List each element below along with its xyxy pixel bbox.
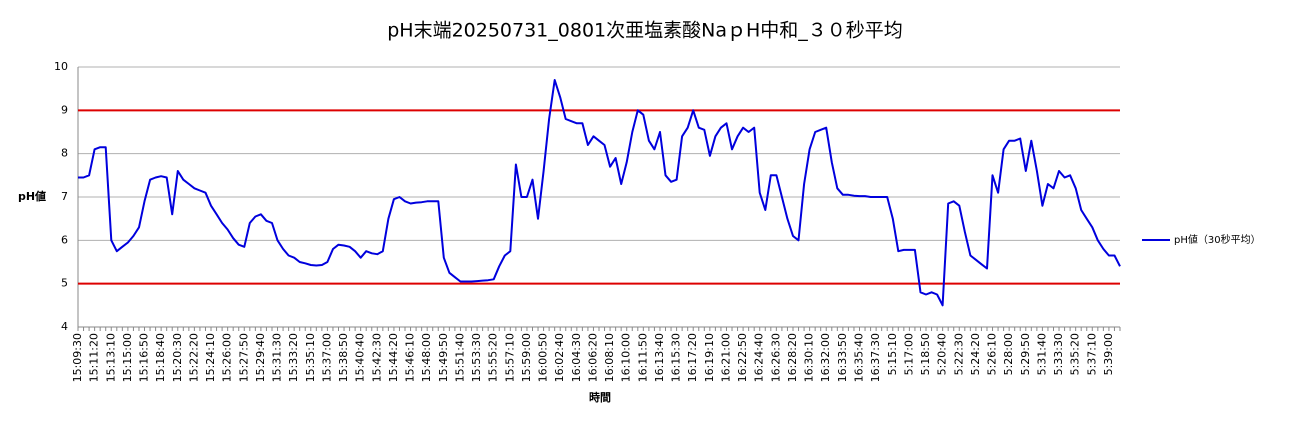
x-tick-label: 15:33:20	[287, 333, 300, 382]
y-tick-label: 5	[61, 277, 68, 290]
x-tick-label: 5:18:50	[919, 333, 932, 375]
x-tick-label: 15:44:20	[387, 333, 400, 382]
y-axis-label: pH値	[18, 189, 46, 203]
x-tick-label: 5:31:40	[1035, 333, 1048, 375]
x-tick-label: 5:35:20	[1069, 333, 1082, 375]
x-tick-label: 15:57:10	[503, 333, 516, 382]
x-tick-label: 15:13:10	[104, 333, 117, 382]
x-tick-label: 15:18:40	[154, 333, 167, 382]
x-tick-label: 15:49:50	[437, 333, 450, 382]
x-tick-label: 15:51:40	[453, 333, 466, 382]
x-tick-label: 5:29:50	[1019, 333, 1032, 375]
x-tick-label: 16:08:10	[603, 333, 616, 382]
x-tick-label: 15:55:20	[487, 333, 500, 382]
x-tick-label: 15:48:00	[420, 333, 433, 382]
x-tick-label: 16:00:50	[537, 333, 550, 382]
data-line	[78, 79, 1121, 307]
x-tick-label: 5:24:20	[969, 333, 982, 375]
x-tick-label: 16:06:20	[586, 333, 599, 382]
x-tick-label: 5:22:30	[952, 333, 965, 375]
x-tick-label: 15:53:30	[470, 333, 483, 382]
legend-label: pH値（30秒平均）	[1174, 233, 1261, 246]
x-tick-label: 16:17:20	[686, 333, 699, 382]
x-tick-label: 16:13:40	[653, 333, 666, 382]
x-tick-label: 16:37:30	[869, 333, 882, 382]
x-tick-label: 16:02:40	[553, 333, 566, 382]
x-tick-label: 16:04:30	[570, 333, 583, 382]
x-tick-label: 16:19:10	[703, 333, 716, 382]
x-tick-label: 16:32:00	[819, 333, 832, 382]
x-tick-label: 5:26:10	[986, 333, 999, 375]
x-tick-label: 16:24:40	[753, 333, 766, 382]
x-tick-label: 16:35:40	[853, 333, 866, 382]
x-tick-label: 5:17:00	[902, 333, 915, 375]
x-tick-label: 15:31:30	[271, 333, 284, 382]
x-tick-label: 15:37:00	[320, 333, 333, 382]
x-tick-label: 16:15:30	[670, 333, 683, 382]
x-tick-label: 5:15:10	[886, 333, 899, 375]
x-tick-label: 15:24:10	[204, 333, 217, 382]
x-tick-label: 15:22:20	[187, 333, 200, 382]
x-tick-label: 16:10:00	[620, 333, 633, 382]
y-tick-label: 9	[61, 103, 68, 116]
x-tick-label: 16:22:50	[736, 333, 749, 382]
x-tick-label: 16:21:00	[719, 333, 732, 382]
x-tick-label: 15:40:40	[354, 333, 367, 382]
x-tick-label: 15:16:50	[138, 333, 151, 382]
x-tick-label: 16:26:30	[769, 333, 782, 382]
x-tick-label: 15:59:00	[520, 333, 533, 382]
x-tick-label: 16:28:20	[786, 333, 799, 382]
y-tick-label: 8	[61, 147, 68, 160]
x-tick-label: 16:33:50	[836, 333, 849, 382]
x-tick-label: 5:39:00	[1102, 333, 1115, 375]
chart-title: pH末端20250731_0801次亜塩素酸NaｐH中和_３０秒平均	[387, 20, 903, 42]
x-tick-label: 16:30:10	[803, 333, 816, 382]
x-tick-label: 15:09:30	[71, 333, 84, 382]
x-tick-label: 15:20:30	[171, 333, 184, 382]
x-tick-label: 5:37:10	[1085, 333, 1098, 375]
y-tick-label: 6	[61, 233, 68, 246]
y-tick-label: 7	[61, 190, 68, 203]
x-tick-label: 15:35:10	[304, 333, 317, 382]
x-tick-label: 15:42:30	[370, 333, 383, 382]
x-tick-label: 15:38:50	[337, 333, 350, 382]
x-tick-label: 5:20:40	[936, 333, 949, 375]
x-tick-label: 5:28:00	[1002, 333, 1015, 375]
x-tick-label: 15:46:10	[404, 333, 417, 382]
x-tick-label: 15:27:50	[237, 333, 250, 382]
x-tick-label: 15:11:20	[88, 333, 101, 382]
y-tick-label: 10	[54, 60, 68, 73]
x-tick-label: 15:29:40	[254, 333, 267, 382]
x-tick-label: 15:26:00	[221, 333, 234, 382]
y-tick-label: 4	[61, 320, 68, 333]
x-tick-label: 15:15:00	[121, 333, 134, 382]
x-tick-label: 5:33:30	[1052, 333, 1065, 375]
x-axis-label: 時間	[589, 390, 611, 404]
x-tick-label: 16:11:50	[636, 333, 649, 382]
